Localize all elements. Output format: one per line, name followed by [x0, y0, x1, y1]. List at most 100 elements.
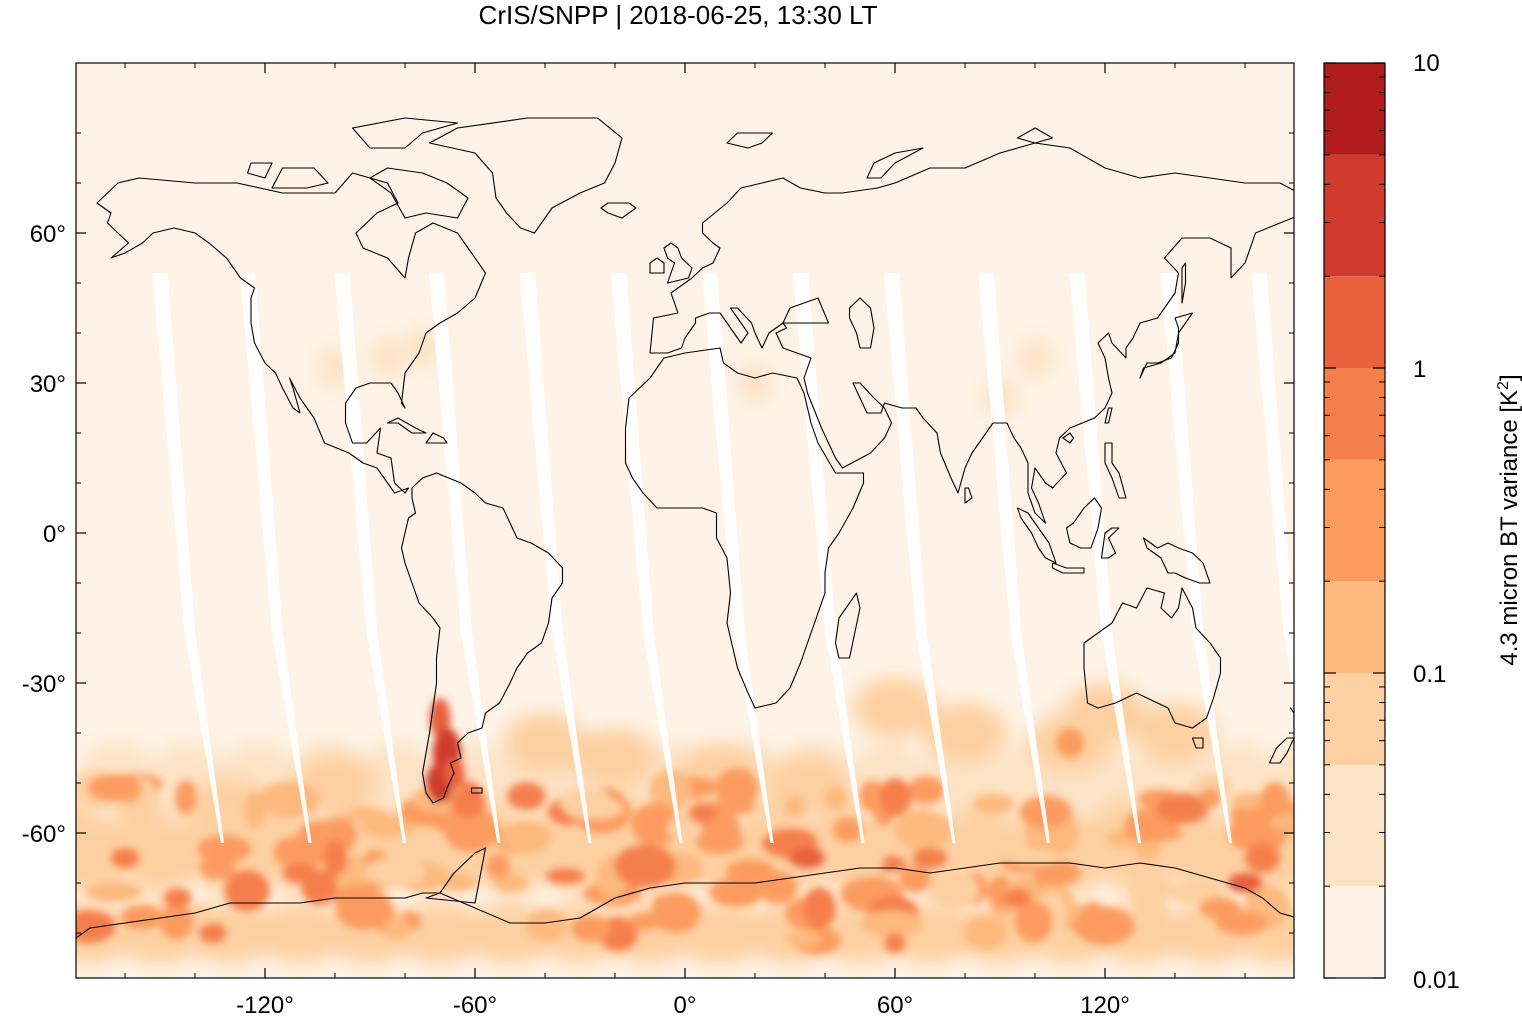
- variance-region: [224, 869, 270, 912]
- coastline-madagascar: [834, 592, 861, 659]
- variance-hotspot: [111, 848, 139, 868]
- variance-hotspot: [1245, 843, 1280, 873]
- coastline-cuba: [386, 417, 427, 434]
- variance-region: [573, 728, 657, 788]
- variance-hotspot: [198, 923, 227, 943]
- variance-region: [87, 774, 142, 802]
- variance-hotspot: [163, 888, 192, 908]
- colorbar-tick-label: 0.1: [1413, 661, 1446, 688]
- orbit-gap: [239, 273, 312, 843]
- colorbar-band: [1324, 581, 1385, 673]
- x-tick-label: -120°: [236, 992, 294, 1019]
- variance-region: [784, 794, 806, 817]
- variance-region: [86, 880, 143, 903]
- variance-region: [907, 776, 945, 805]
- variance-region: [879, 778, 912, 817]
- orbit-gap: [519, 273, 592, 843]
- variance-hotspot: [688, 803, 717, 823]
- coastline-australia: [1083, 587, 1222, 729]
- y-tick-label: 30°: [30, 371, 66, 398]
- orbit-gap: [978, 273, 1051, 843]
- coastline-severnaya: [1016, 127, 1054, 144]
- variance-region: [563, 797, 624, 820]
- colorbar-bands: [1324, 63, 1385, 978]
- variance-region: [803, 887, 836, 930]
- variance-region: [962, 916, 1008, 950]
- coastline-svalbard: [726, 132, 774, 149]
- variance-region: [197, 835, 252, 863]
- variance-region: [920, 824, 943, 844]
- variance-field: [76, 328, 1294, 963]
- variance-region: [833, 817, 863, 843]
- variance-region: [1135, 889, 1167, 932]
- x-axis: -120° -60° 0° 60° 120°: [124, 63, 1246, 1019]
- colorbar-ticks: 10 1 0.1 0.01: [1324, 50, 1460, 994]
- chart-title: CrIS/SNPP | 2018-06-25, 13:30 LT: [479, 0, 878, 30]
- variance-hotspot: [912, 848, 948, 868]
- variance-region: [76, 910, 116, 943]
- colorbar-tick-label: 0.01: [1413, 967, 1460, 994]
- orbit-gap: [1251, 273, 1294, 694]
- variance-region: [1014, 900, 1053, 943]
- variance-region: [860, 910, 923, 938]
- variance-region: [737, 363, 773, 403]
- variance-region: [1033, 860, 1082, 886]
- variance-region: [174, 780, 197, 815]
- variance-hotspot: [1003, 888, 1032, 908]
- colorbar-band: [1324, 764, 1385, 887]
- variance-hotspot: [1056, 728, 1084, 758]
- coastline-tasmania: [1191, 737, 1204, 749]
- variance-region: [503, 713, 587, 773]
- coastline-great-britain: [663, 242, 693, 284]
- coastline-new-guinea: [1142, 537, 1211, 584]
- y-tick-label: 0°: [43, 521, 66, 548]
- y-tick-label: -60°: [22, 821, 66, 848]
- variance-region: [251, 903, 349, 963]
- x-tick-label: 0°: [674, 992, 697, 1019]
- colorbar-label: 4.3 micron BT variance [K2]: [1495, 374, 1522, 665]
- coastline-falklands: [470, 787, 483, 794]
- coastlines: [76, 117, 1294, 939]
- variance-region: [324, 840, 348, 877]
- variance-cores: [76, 698, 1294, 955]
- variance-hotspot: [1227, 873, 1263, 893]
- coastline-sakhalin: [1181, 262, 1187, 304]
- variance-hotspot: [1199, 788, 1221, 808]
- coastline-greenland: [428, 117, 623, 234]
- coastline-taiwan: [1104, 407, 1113, 424]
- coastline-new-zealand-s: [1268, 737, 1294, 764]
- variance-region: [258, 781, 321, 818]
- variance-region: [244, 791, 266, 830]
- coastline-ireland: [649, 257, 665, 274]
- variance-region: [273, 835, 330, 870]
- coastline-north-america: [96, 172, 487, 494]
- variance-region: [439, 873, 479, 891]
- colorbar-band: [1324, 886, 1385, 978]
- x-tick-label: 120°: [1080, 992, 1130, 1019]
- colorbar-label-sup: 2: [1495, 381, 1512, 390]
- orbit-gap: [883, 273, 956, 843]
- coastline-japan: [1139, 312, 1194, 379]
- orbit-gap: [1160, 273, 1233, 843]
- colorbar-band: [1324, 368, 1385, 460]
- variance-region: [571, 915, 611, 942]
- variance-region: [405, 328, 440, 368]
- orbit-gap: [152, 273, 225, 843]
- orbit-gap: [610, 273, 683, 843]
- colorbar-band: [1324, 673, 1385, 765]
- coastline-baffin: [369, 167, 469, 219]
- coastline-philippines: [1104, 442, 1127, 499]
- variance-region: [1157, 792, 1209, 824]
- variance-region: [493, 873, 529, 893]
- coastline-sri-lanka: [964, 487, 973, 504]
- colorbar: 10 1 0.1 0.01 4.3 micron BT variance [K2]: [1323, 50, 1522, 994]
- coastline-sulawesi: [1100, 527, 1120, 559]
- colorbar-band: [1324, 276, 1385, 368]
- variance-hotspot: [429, 698, 451, 738]
- variance-region: [545, 868, 585, 884]
- variance-region: [973, 794, 1015, 814]
- plot-area: [76, 63, 1294, 978]
- variance-hotspot: [790, 848, 825, 868]
- coastline-hispaniola: [425, 432, 448, 444]
